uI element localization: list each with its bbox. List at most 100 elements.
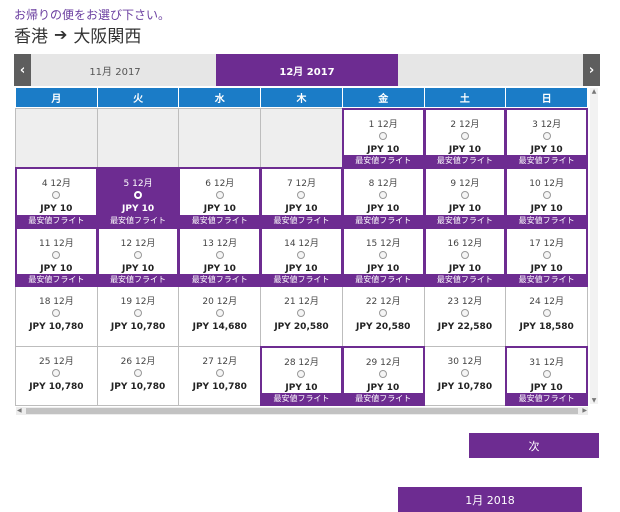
weekday-mon: 月 (16, 88, 98, 107)
day-price: JPY 10 (530, 145, 563, 155)
day-radio[interactable] (297, 250, 306, 259)
day-price: JPY 10 (448, 204, 481, 215)
day-radio[interactable] (542, 309, 551, 318)
day-radio[interactable] (460, 250, 469, 259)
day-radio[interactable] (134, 191, 143, 200)
day-radio[interactable] (134, 309, 143, 318)
day-cell[interactable]: 25 12月 JPY 10,780 (15, 345, 98, 406)
chevron-left-icon[interactable]: ‹ (14, 54, 31, 86)
day-price: JPY 20,580 (274, 322, 329, 333)
day-date: 18 12月 (38, 297, 74, 308)
day-cell[interactable]: 17 12月 JPY 10 最安値フライト (505, 226, 588, 288)
day-radio[interactable] (460, 191, 469, 200)
day-radio[interactable] (52, 368, 61, 377)
day-cell[interactable]: 7 12月 JPY 10 最安値フライト (260, 167, 343, 228)
day-cell[interactable]: 4 12月 JPY 10 最安値フライト (15, 167, 98, 228)
day-price: JPY 10 (367, 382, 400, 393)
day-date: 31 12月 (529, 357, 565, 368)
day-cell[interactable]: 14 12月 JPY 10 最安値フライト (260, 226, 343, 288)
weekday-tue: 火 (97, 88, 180, 107)
day-radio[interactable] (542, 191, 551, 200)
day-radio[interactable] (52, 191, 61, 200)
day-cell[interactable]: 29 12月 JPY 10 最安値フライト (341, 345, 425, 406)
day-cell[interactable]: 21 12月 JPY 20,580 (260, 286, 343, 347)
day-radio[interactable] (379, 132, 388, 140)
day-cell[interactable]: 5 12月 JPY 10 最安値フライト (96, 167, 180, 228)
tab-next-month[interactable]: 1月 2018 (398, 487, 582, 512)
day-price: JPY 10 (40, 204, 73, 215)
day-radio[interactable] (297, 369, 306, 378)
horizontal-scrollbar[interactable]: ◀ ▶ (16, 407, 588, 415)
day-cell[interactable]: 1 12月 JPY 10 最安値フライト (341, 108, 425, 169)
day-cell[interactable]: 6 12月 JPY 10 最安値フライト (178, 167, 262, 228)
scroll-right-icon[interactable]: ▶ (582, 407, 587, 414)
day-date: 14 12月 (284, 238, 319, 249)
day-cell[interactable]: 22 12月 JPY 20,580 (341, 286, 425, 347)
tab-current-month[interactable]: 12月 2017 (216, 54, 398, 86)
day-price: JPY 10,780 (110, 322, 166, 333)
day-price: JPY 10,780 (29, 381, 84, 392)
day-cell[interactable]: 16 12月 JPY 10 最安値フライト (423, 226, 507, 288)
day-cell[interactable]: 26 12月 JPY 10,780 (96, 345, 180, 406)
day-price: JPY 20,580 (356, 322, 411, 333)
day-radio[interactable] (215, 191, 224, 200)
day-radio[interactable] (52, 250, 61, 259)
day-radio[interactable] (215, 309, 224, 318)
tab-prev-month[interactable]: 11月 2017 (89, 66, 141, 78)
day-cell[interactable]: 2 12月 JPY 10 最安値フライト (423, 108, 507, 169)
day-price: JPY 10 (285, 204, 318, 215)
day-cell[interactable]: 13 12月 JPY 10 最安値フライト (178, 226, 262, 288)
day-cell[interactable]: 19 12月 JPY 10,780 (96, 286, 180, 347)
cheapest-flight-label: 最安値フライト (17, 274, 96, 286)
day-radio[interactable] (215, 250, 224, 259)
day-radio[interactable] (297, 191, 306, 200)
day-cell[interactable]: 31 12月 JPY 10 最安値フライト (505, 345, 588, 406)
day-date: 22 12月 (365, 297, 401, 308)
day-radio[interactable] (460, 368, 469, 377)
day-price: JPY 22,580 (437, 322, 493, 333)
scroll-up-icon[interactable]: ▲ (591, 88, 597, 95)
day-radio[interactable] (379, 250, 388, 259)
chevron-right-icon[interactable]: › (583, 54, 600, 86)
day-cell[interactable]: 12 12月 JPY 10 最安値フライト (96, 226, 180, 288)
day-cell[interactable]: 15 12月 JPY 10 最安値フライト (341, 226, 425, 288)
day-radio[interactable] (379, 309, 388, 318)
cheapest-flight-label: 最安値フライト (180, 214, 260, 226)
day-radio[interactable] (542, 250, 551, 259)
day-cell[interactable]: 9 12月 JPY 10 最安値フライト (423, 167, 507, 228)
day-radio[interactable] (52, 309, 61, 318)
scroll-left-icon[interactable]: ◀ (17, 407, 22, 414)
day-radio[interactable] (542, 132, 551, 140)
day-radio[interactable] (134, 250, 143, 259)
scrollbar-thumb[interactable] (26, 408, 578, 414)
day-cell[interactable]: 30 12月 JPY 10,780 (423, 345, 507, 406)
day-price: JPY 10 (530, 263, 563, 274)
day-radio[interactable] (379, 369, 388, 378)
day-radio[interactable] (542, 369, 551, 378)
day-radio[interactable] (297, 309, 306, 318)
day-cell[interactable]: 27 12月 JPY 10,780 (178, 345, 262, 406)
day-radio[interactable] (134, 368, 143, 377)
day-cell[interactable]: 23 12月 JPY 22,580 (423, 286, 507, 347)
day-radio[interactable] (460, 309, 469, 318)
day-price: JPY 10 (285, 263, 318, 274)
scroll-down-icon[interactable]: ▼ (591, 397, 597, 404)
day-radio[interactable] (460, 132, 469, 140)
day-cell[interactable]: 24 12月 JPY 18,580 (505, 286, 588, 347)
vertical-scrollbar[interactable]: ▲ ▼ (590, 88, 598, 404)
day-price: JPY 14,680 (192, 322, 247, 333)
day-date: 16 12月 (447, 238, 483, 249)
day-cell[interactable]: 10 12月 JPY 10 最安値フライト (505, 167, 588, 228)
day-radio[interactable] (215, 368, 224, 377)
day-radio[interactable] (379, 191, 388, 200)
day-date: 29 12月 (365, 357, 401, 368)
day-cell[interactable]: 28 12月 JPY 10 最安値フライト (260, 345, 343, 406)
day-cell[interactable]: 18 12月 JPY 10,780 (15, 286, 98, 347)
day-cell[interactable]: 11 12月 JPY 10 最安値フライト (15, 226, 98, 288)
next-button[interactable]: 次 (469, 433, 599, 458)
day-cell[interactable]: 3 12月 JPY 10 最安値フライト (505, 108, 588, 169)
day-cell[interactable]: 8 12月 JPY 10 最安値フライト (341, 167, 425, 228)
month-tabs: 11月 2017 12月 2017 1月 2018 (14, 54, 600, 512)
day-cell[interactable]: 20 12月 JPY 14,680 (178, 286, 262, 347)
cheapest-flight-label: 最安値フライト (17, 214, 96, 226)
